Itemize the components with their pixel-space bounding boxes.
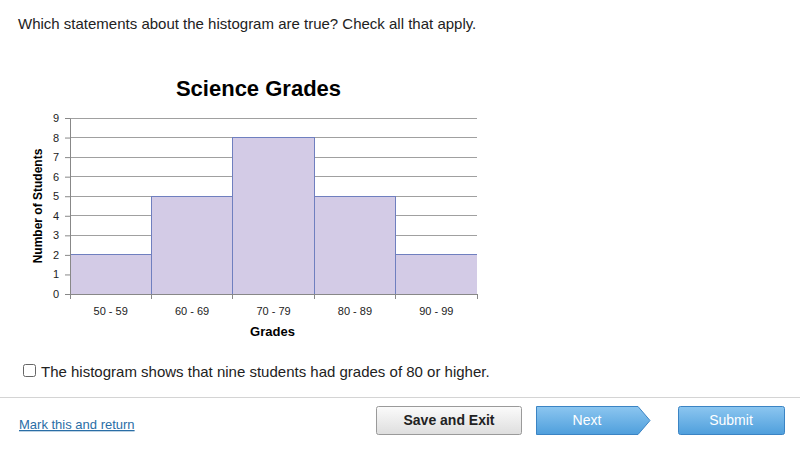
y-tick: 8 xyxy=(53,132,70,144)
submit-label[interactable]: Submit xyxy=(709,412,753,428)
mark-return-link[interactable]: Mark this and return xyxy=(19,417,135,432)
y-tick: 0 xyxy=(53,288,70,300)
option-text[interactable]: The histogram shows that nine students h… xyxy=(41,363,490,380)
y-tick-label: 9 xyxy=(53,112,59,124)
x-bin-tick xyxy=(477,294,478,299)
y-tick-mark xyxy=(65,157,70,158)
y-tick: 3 xyxy=(53,229,70,241)
x-tick-label: 60 - 69 xyxy=(175,305,209,317)
y-tick-mark xyxy=(65,294,70,295)
y-tick-mark xyxy=(65,138,70,139)
y-tick: 6 xyxy=(53,171,70,183)
bars xyxy=(70,138,477,294)
x-tick-label: 80 - 89 xyxy=(338,305,372,317)
y-tick-mark xyxy=(65,274,70,275)
x-bin-ticks xyxy=(70,294,477,299)
y-tick-mark xyxy=(65,118,70,119)
y-tick: 4 xyxy=(53,210,70,222)
question-text: Which statements about the histogram are… xyxy=(18,15,476,32)
grid xyxy=(70,118,477,294)
y-tick: 5 xyxy=(53,190,70,202)
save-exit-button[interactable] xyxy=(377,407,522,435)
y-tick-mark xyxy=(65,177,70,178)
x-tick: 80 - 89 xyxy=(338,294,372,317)
checkbox[interactable] xyxy=(24,365,36,377)
next-button[interactable] xyxy=(537,407,651,435)
save-exit-label[interactable]: Save and Exit xyxy=(403,412,494,428)
y-tick-label: 7 xyxy=(53,151,59,163)
bar xyxy=(314,196,395,294)
y-tick-label: 2 xyxy=(53,249,59,261)
y-tick-label: 4 xyxy=(53,210,59,222)
x-tick: 50 - 59 xyxy=(94,294,128,317)
y-tick-label: 3 xyxy=(53,229,59,241)
y-tick-label: 5 xyxy=(53,190,59,202)
next-label[interactable]: Next xyxy=(573,412,602,428)
x-tick: 60 - 69 xyxy=(175,294,209,317)
bar xyxy=(70,255,151,294)
x-tick-label: 90 - 99 xyxy=(419,305,453,317)
y-tick-label: 0 xyxy=(53,288,59,300)
x-bin-tick xyxy=(314,294,315,299)
x-tick: 90 - 99 xyxy=(419,294,453,317)
chart: Science Grades 0 1 2 3 4 5 6 7 8 9 50 - 59 60 - 69 70… xyxy=(31,76,478,339)
y-tick: 1 xyxy=(53,268,70,280)
x-bin-tick xyxy=(70,294,71,299)
y-axis-line xyxy=(70,119,71,295)
y-tick-label: 8 xyxy=(53,132,59,144)
x-bin-tick xyxy=(395,294,396,299)
x-tick-label: 70 - 79 xyxy=(256,305,290,317)
y-tick: 9 xyxy=(53,112,70,124)
x-axis-line xyxy=(71,294,478,295)
y-tick-label: 1 xyxy=(53,268,59,280)
bar xyxy=(396,255,477,294)
x-bin-tick xyxy=(232,294,233,299)
x-tick-label: 50 - 59 xyxy=(94,305,128,317)
x-axis-title: Grades xyxy=(250,324,295,339)
x-axis: 50 - 59 60 - 69 70 - 79 80 - 89 90 - 99 xyxy=(71,294,478,317)
submit-button[interactable] xyxy=(679,407,785,435)
chart-title: Science Grades xyxy=(176,76,341,101)
footer-divider xyxy=(0,397,800,398)
y-tick: 7 xyxy=(53,151,70,163)
bar xyxy=(151,196,232,294)
y-tick-mark xyxy=(65,235,70,236)
y-axis-title: Number of Students xyxy=(31,148,45,263)
x-bin-tick xyxy=(151,294,152,299)
x-tick: 70 - 79 xyxy=(256,294,290,317)
grid-line xyxy=(70,118,477,119)
y-tick-label: 6 xyxy=(53,171,59,183)
y-tick-mark xyxy=(65,255,70,256)
y-tick-mark xyxy=(65,216,70,217)
y-tick: 2 xyxy=(53,249,70,261)
bar xyxy=(233,138,314,294)
y-tick-mark xyxy=(65,196,70,197)
y-axis: 0 1 2 3 4 5 6 7 8 9 xyxy=(53,112,71,300)
